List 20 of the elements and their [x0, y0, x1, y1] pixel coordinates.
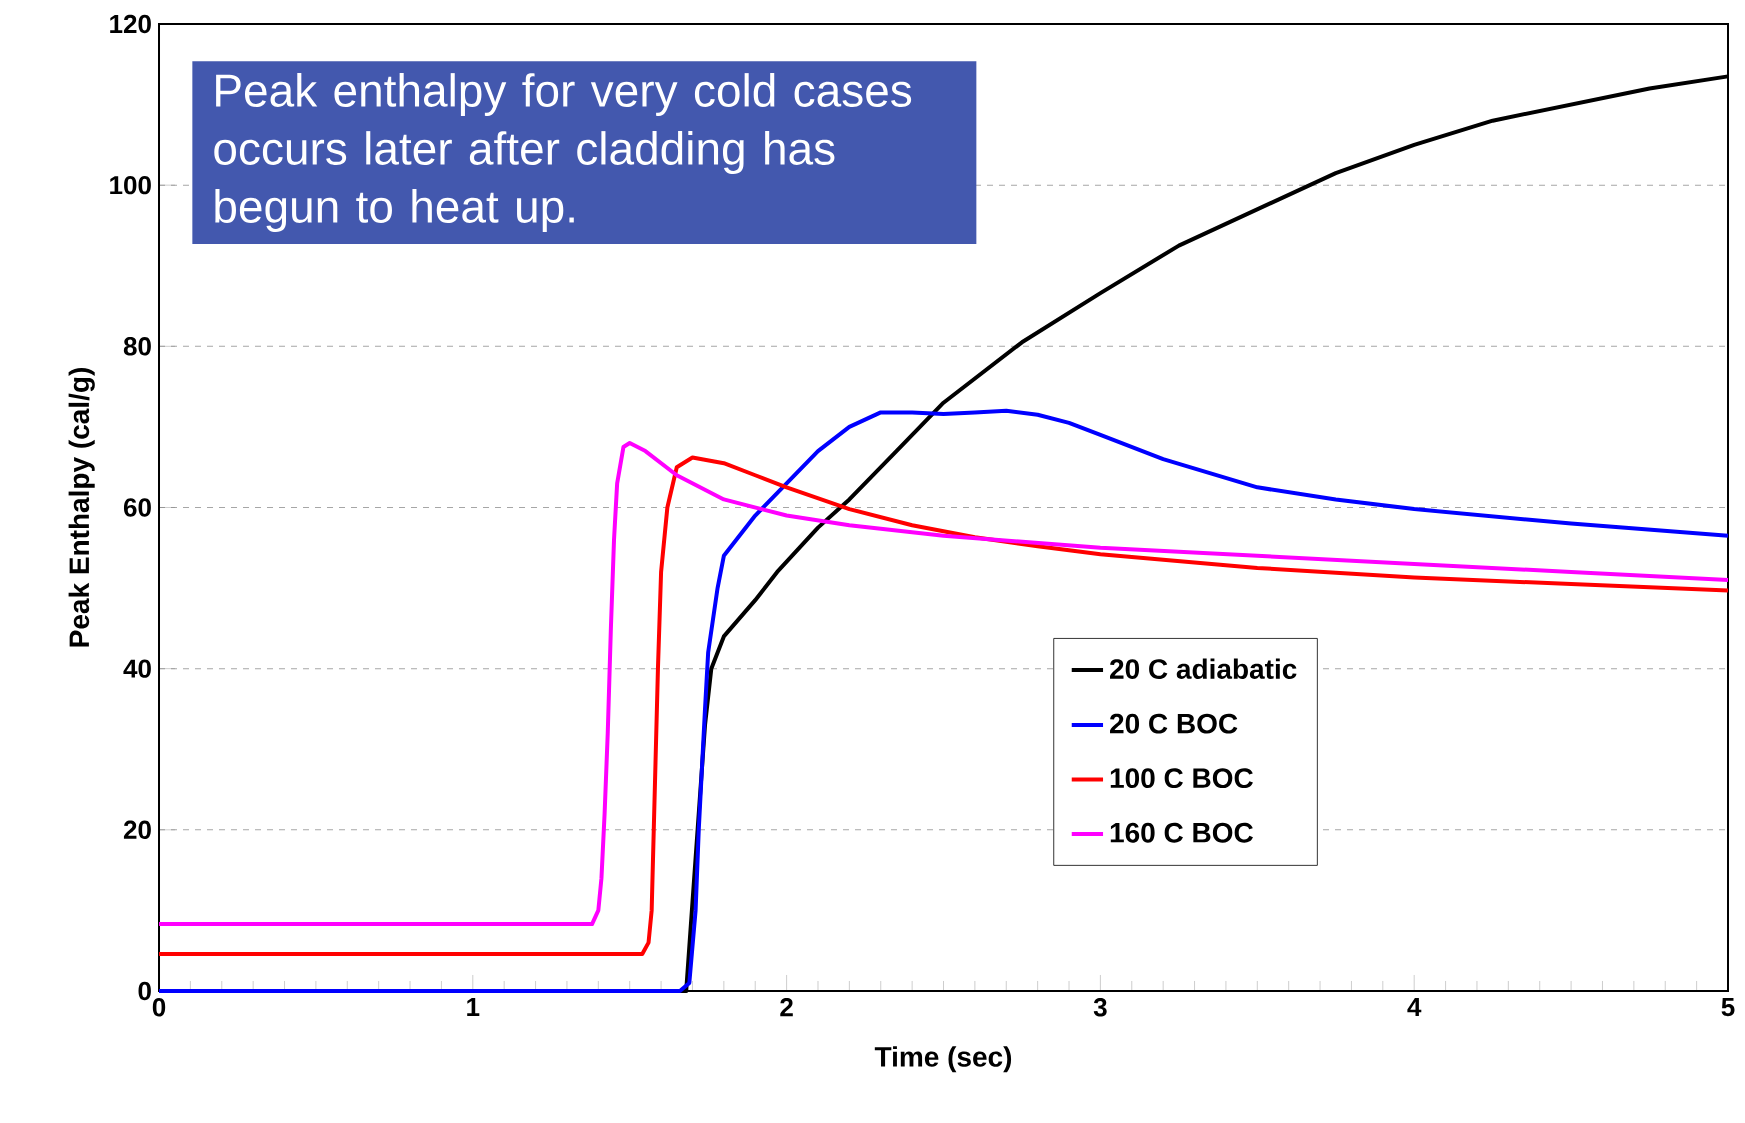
legend-label: 100 C BOC — [1110, 768, 1253, 789]
x-tick-label: 5 — [1721, 998, 1735, 1017]
y-tick-label: 80 — [123, 337, 151, 356]
x-tick-label: 3 — [1093, 998, 1107, 1017]
legend-label: 20 C BOC — [1110, 713, 1238, 734]
x-tick-label: 4 — [1407, 998, 1422, 1016]
x-tick-label: 1 — [467, 998, 480, 1016]
y-tick-label: 60 — [123, 498, 151, 517]
annotation: Peak enthalpy for very cold cases occurs later after cladding has begun to heat up. — [214, 73, 912, 232]
legend-label: 20 C adiabatic — [1110, 658, 1297, 679]
x-tick-label: 0 — [152, 998, 166, 1017]
x-tick-label: 2 — [780, 998, 793, 1017]
y-tick-label: 120 — [110, 14, 151, 34]
y-axis-title: Peak Enthalpy (cal/g) — [68, 368, 95, 647]
y-tick-label: 20 — [123, 820, 151, 840]
x-axis-title: Time (sec) — [874, 1046, 1012, 1073]
legend-label: 160 C BOC — [1110, 822, 1253, 843]
y-tick-label: 0 — [138, 981, 151, 1001]
y-tick-label: 100 — [110, 175, 151, 195]
y-tick-label: 40 — [123, 659, 151, 678]
